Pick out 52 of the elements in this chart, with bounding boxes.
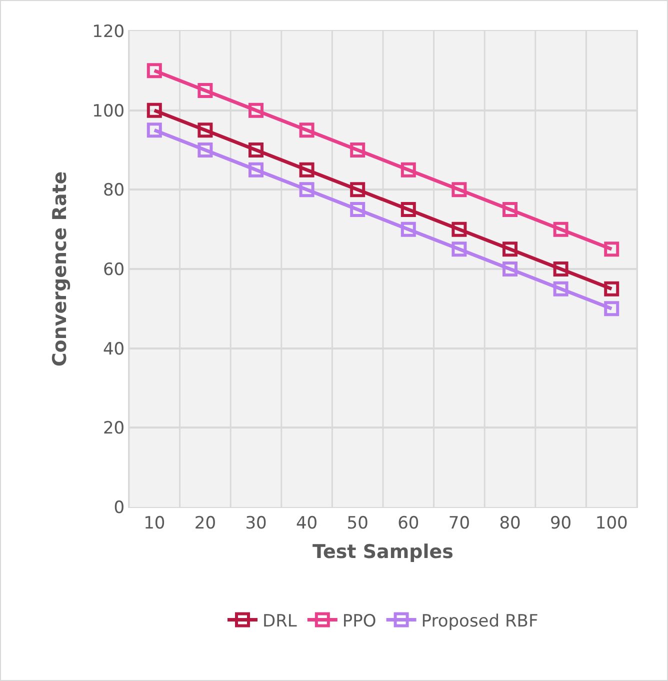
point <box>299 182 314 198</box>
x-tick-label: 90 <box>550 513 572 534</box>
point <box>400 222 416 237</box>
point <box>350 142 366 158</box>
point <box>350 182 366 198</box>
point <box>553 281 568 296</box>
point <box>299 162 314 178</box>
point <box>553 262 568 276</box>
y-tick-label: 120 <box>92 22 125 42</box>
y-tick-label: 60 <box>102 260 125 280</box>
y-axis-title: Convergence Rate <box>48 171 71 367</box>
x-axis-title: Test Samples <box>312 541 454 564</box>
x-tick-label: 20 <box>194 513 216 534</box>
y-tick-label: 0 <box>114 498 125 518</box>
point <box>502 262 518 276</box>
y-tick-label: 20 <box>102 418 125 439</box>
x-tick-label: 80 <box>499 513 521 534</box>
point <box>604 301 620 316</box>
x-tick-label: 60 <box>398 513 420 534</box>
point <box>452 222 467 237</box>
point <box>146 122 162 138</box>
point <box>604 242 620 257</box>
point <box>604 281 620 296</box>
point <box>400 202 416 217</box>
x-tick-label: 30 <box>245 513 267 534</box>
x-tick-label: 50 <box>346 513 368 534</box>
point <box>502 202 518 217</box>
y-tick-label: 80 <box>102 180 125 201</box>
point <box>198 142 213 158</box>
point <box>299 122 314 138</box>
point <box>452 242 467 257</box>
point <box>350 202 366 217</box>
point <box>400 162 416 178</box>
x-tick-label: 100 <box>595 513 628 534</box>
point <box>452 182 467 198</box>
y-tick-label: 100 <box>92 101 125 122</box>
point <box>248 162 264 178</box>
point <box>248 142 264 158</box>
y-tick-label: 40 <box>102 339 125 360</box>
point <box>248 102 264 118</box>
x-tick-label: 70 <box>448 513 470 534</box>
point <box>198 83 213 98</box>
point <box>553 222 568 237</box>
legend-label: PPO <box>342 611 376 632</box>
x-tick-label: 10 <box>144 513 166 534</box>
point <box>146 102 162 118</box>
point <box>198 122 213 138</box>
legend-label: Proposed RBF <box>421 611 538 632</box>
point <box>146 63 162 78</box>
point <box>502 242 518 257</box>
x-tick-label: 40 <box>296 513 318 534</box>
legend-label: DRL <box>262 611 298 632</box>
